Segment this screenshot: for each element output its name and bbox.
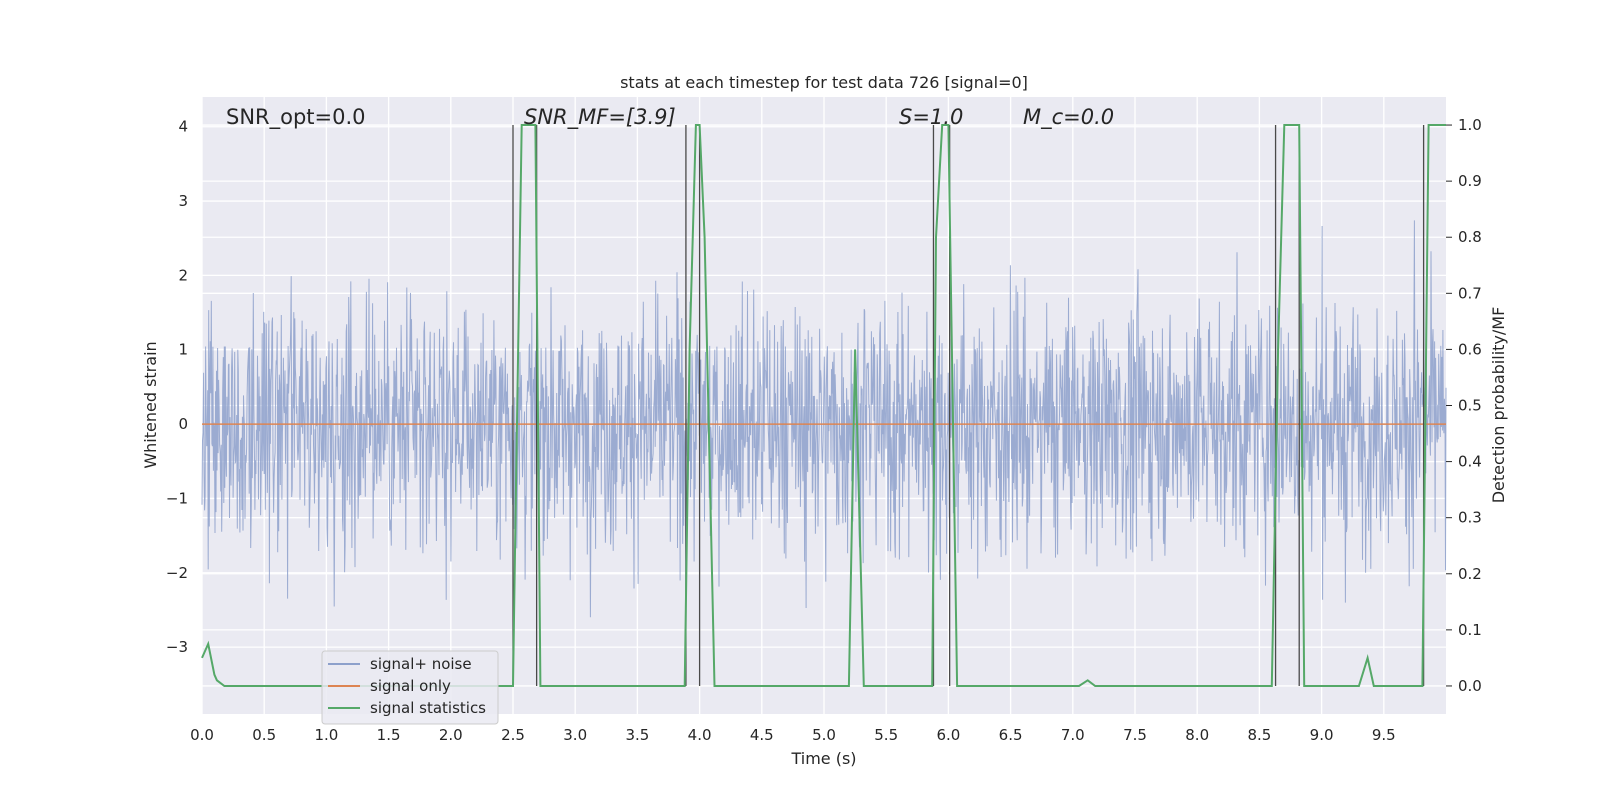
x-tick-label: 3.5 [625, 726, 649, 744]
y-right-tick-label: 0.5 [1458, 397, 1482, 415]
legend: signal+ noise signal only signal statist… [321, 650, 499, 725]
x-tick-label: 9.5 [1372, 726, 1396, 744]
x-tick-label: 5.0 [812, 726, 836, 744]
x-tick-label: 2.0 [439, 726, 463, 744]
signal-statistics-line [201, 124, 1446, 687]
x-tick-label: 4.5 [750, 726, 774, 744]
y-left-tick-label: −2 [166, 564, 188, 582]
y-right-tick-label: 0.4 [1458, 453, 1482, 471]
y-right-tick-label: 0.3 [1458, 509, 1482, 527]
y-right-axis-title: Detection probability/MF [1489, 307, 1508, 504]
x-axis-ticks: 0.0 0.5 1.0 1.5 2.0 2.5 3.0 3.5 4.0 4.5 5.0 5.5 6.0 6… [190, 726, 1396, 744]
y-right-tick-label: 0.9 [1458, 172, 1482, 190]
annotation-mc: M_c=0.0 [1023, 105, 1114, 130]
y-left-axis-title: Whitened strain [141, 341, 160, 468]
y-left-tick-label: 1 [178, 341, 188, 359]
y-left-tick-label: 3 [178, 192, 188, 210]
legend-label-signal-noise: signal+ noise [370, 655, 472, 673]
y-right-tick-label: 0.2 [1458, 565, 1482, 583]
legend-box [321, 650, 499, 725]
legend-label-signal-statistics: signal statistics [370, 699, 486, 717]
chart-title: stats at each timestep for test data 726… [620, 73, 1028, 92]
x-tick-label: 0.0 [190, 726, 214, 744]
y-left-tick-label: −3 [166, 638, 188, 656]
x-tick-label: 1.0 [314, 726, 338, 744]
y-left-tick-label: 4 [178, 118, 188, 136]
x-tick-label: 6.5 [999, 726, 1023, 744]
y-left-axis-ticks: 4 3 2 1 0 −1 −2 −3 [166, 118, 188, 656]
x-axis-title: Time (s) [790, 749, 856, 768]
x-tick-label: 7.0 [1061, 726, 1085, 744]
y-right-tick-label: 0.0 [1458, 677, 1482, 695]
annotation-s: S=1.0 [899, 105, 963, 129]
annotations: SNR_opt=0.0 SNR_MF=[3.9] S=1.0 M_c=0.0 [226, 105, 1114, 130]
y-right-tick-label: 0.1 [1458, 621, 1482, 639]
x-tick-label: 2.5 [501, 726, 525, 744]
y-right-tick-label: 1.0 [1458, 116, 1482, 134]
x-tick-label: 1.5 [377, 726, 401, 744]
x-tick-label: 3.0 [563, 726, 587, 744]
x-tick-label: 4.0 [688, 726, 712, 744]
signal-noise-line [201, 220, 1447, 618]
x-tick-label: 9.0 [1310, 726, 1334, 744]
legend-label-signal-only: signal only [370, 677, 451, 695]
y-right-tick-label: 0.8 [1458, 228, 1482, 246]
signal-statistics-series [201, 124, 1446, 687]
x-tick-label: 6.0 [936, 726, 960, 744]
y-right-tick-label: 0.6 [1458, 340, 1482, 358]
x-tick-label: 8.5 [1247, 726, 1271, 744]
x-tick-label: 0.5 [252, 726, 276, 744]
y-right-axis-ticks: 1.0 0.9 0.8 0.7 0.6 0.5 0.4 0.3 0.2 0.1 0.0 [1446, 116, 1482, 695]
y-left-tick-label: −1 [166, 489, 188, 507]
signal-noise-series [201, 220, 1447, 618]
x-tick-label: 5.5 [874, 726, 898, 744]
y-left-tick-label: 0 [178, 415, 188, 433]
annotation-snr-mf: SNR_MF=[3.9] [524, 105, 676, 130]
x-tick-label: 7.5 [1123, 726, 1147, 744]
y-right-tick-label: 0.7 [1458, 284, 1482, 302]
annotation-snr-opt: SNR_opt=0.0 [226, 105, 366, 130]
y-left-tick-label: 2 [178, 266, 188, 284]
x-tick-label: 8.0 [1185, 726, 1209, 744]
